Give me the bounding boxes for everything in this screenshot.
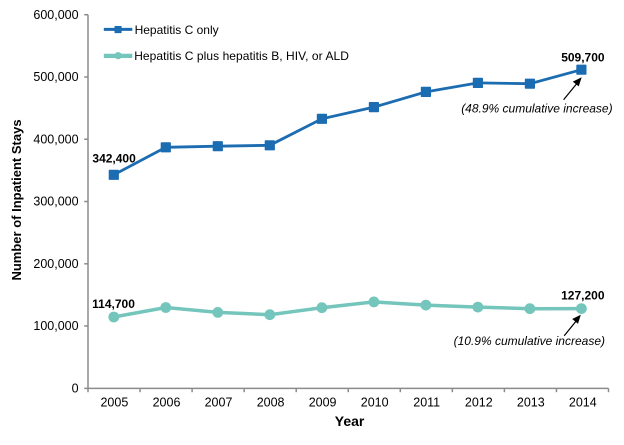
svg-text:2007: 2007 — [205, 396, 233, 410]
svg-text:114,700: 114,700 — [92, 297, 135, 311]
svg-text:2011: 2011 — [413, 396, 440, 410]
svg-text:200,000: 200,000 — [33, 257, 78, 271]
svg-text:127,200: 127,200 — [561, 289, 605, 303]
svg-text:2013: 2013 — [517, 396, 545, 410]
svg-text:2012: 2012 — [465, 396, 493, 410]
svg-text:0: 0 — [72, 381, 79, 395]
svg-text:342,400: 342,400 — [92, 152, 136, 166]
svg-text:2014: 2014 — [569, 396, 597, 410]
svg-text:(48.9% cumulative increase): (48.9% cumulative increase) — [461, 102, 612, 116]
svg-text:Number of Inpatient Stays: Number of Inpatient Stays — [9, 119, 24, 280]
svg-text:2006: 2006 — [153, 396, 181, 410]
svg-text:Hepatitis C only: Hepatitis C only — [135, 23, 219, 37]
svg-text:Hepatitis C plus hepatitis B,: Hepatitis C plus hepatitis B, HIV, or AL… — [134, 49, 349, 63]
svg-text:2008: 2008 — [257, 396, 285, 410]
svg-text:500,000: 500,000 — [33, 70, 78, 84]
svg-text:100,000: 100,000 — [33, 319, 78, 333]
svg-text:2010: 2010 — [361, 396, 389, 410]
svg-text:509,700: 509,700 — [561, 51, 605, 65]
svg-text:Year: Year — [335, 413, 365, 429]
svg-text:400,000: 400,000 — [33, 132, 78, 146]
svg-text:(10.9% cumulative increase): (10.9% cumulative increase) — [454, 334, 605, 348]
svg-text:300,000: 300,000 — [33, 195, 78, 209]
svg-text:2009: 2009 — [309, 396, 337, 410]
svg-text:2005: 2005 — [100, 396, 128, 410]
svg-text:600,000: 600,000 — [33, 8, 78, 22]
